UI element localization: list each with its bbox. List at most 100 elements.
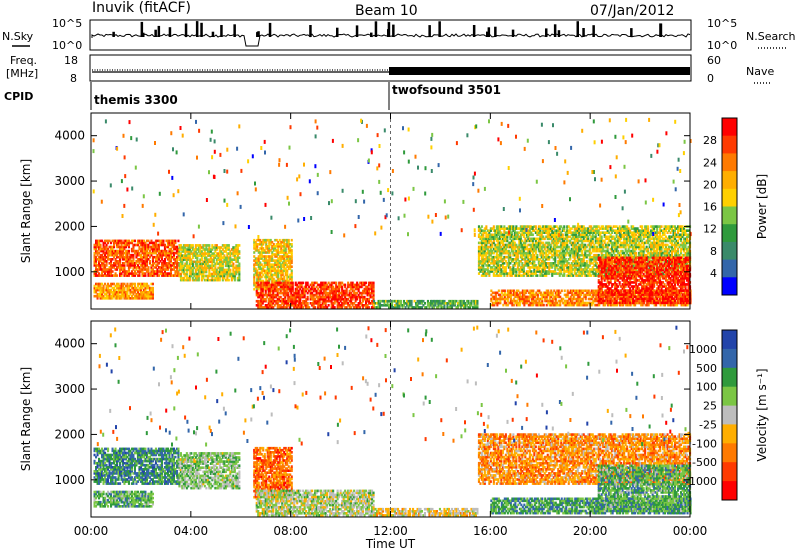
heatmap-cell: [129, 284, 132, 288]
heatmap-cell: [253, 275, 256, 279]
heatmap-cell: [151, 247, 154, 251]
heatmap-cell: [200, 250, 203, 253]
heatmap-cell: [206, 252, 209, 255]
heatmap-cell: [121, 247, 124, 251]
nave-tick-bottom: 0: [707, 72, 714, 85]
heatmap-cell: [96, 284, 99, 288]
heatmap-cell: [110, 247, 113, 251]
heatmap-cell: [133, 286, 136, 290]
heatmap-cell: [238, 276, 241, 280]
heatmap-cell: [262, 247, 265, 250]
heatmap-cell: [147, 270, 150, 273]
heatmap-cell: [184, 256, 187, 259]
heatmap-cell: [262, 269, 265, 273]
heatmap-cell: [132, 297, 135, 300]
heatmap-cell: [182, 278, 185, 282]
heatmap-cell: [224, 270, 227, 274]
heatmap-cell: [144, 255, 147, 259]
heatmap-cell: [229, 254, 232, 257]
heatmap-cell: [157, 255, 160, 259]
heatmap-cell: [193, 254, 196, 257]
heatmap-cell: [157, 266, 160, 269]
heatmap-cell: [99, 286, 102, 290]
heatmap-cell: [230, 274, 233, 278]
heatmap-cell: [194, 254, 197, 257]
heatmap-cell: [133, 284, 136, 288]
heatmap-cell: [197, 250, 200, 253]
heatmap-cell: [166, 251, 169, 255]
heatmap-cell: [197, 264, 200, 268]
nsky-tick-bottom: 10^0: [52, 39, 82, 52]
heatmap-cell: [99, 249, 102, 253]
heatmap-cell: [214, 272, 217, 276]
heatmap-cell: [227, 270, 230, 274]
heatmap-cell: [236, 250, 239, 253]
heatmap-cell: [108, 292, 111, 296]
heatmap-cell: [214, 264, 217, 268]
heatmap-cell: [185, 276, 188, 280]
heatmap-cell: [190, 250, 193, 253]
heatmap-cell: [254, 271, 257, 275]
heatmap-cell: [196, 268, 199, 272]
heatmap-cell: [160, 268, 163, 271]
heatmap-cell: [188, 268, 191, 272]
heatmap-cell: [154, 255, 157, 259]
heatmap-cell: [141, 290, 144, 294]
heatmap-cell: [139, 268, 142, 271]
heatmap-cell: [135, 294, 138, 298]
heatmap-cell: [199, 262, 202, 266]
nsky-line: [91, 33, 691, 47]
heatmap-cell: [123, 297, 126, 300]
heatmap-cell: [144, 282, 147, 286]
heatmap-cell: [138, 270, 141, 273]
heatmap-cell: [203, 250, 206, 253]
heatmap-cell: [151, 245, 154, 249]
heatmap-cell: [95, 288, 98, 292]
heatmap-cell: [262, 243, 265, 246]
heatmap-cell: [113, 253, 116, 257]
heatmap-cell: [169, 253, 172, 257]
heatmap-cell: [154, 266, 157, 269]
heatmap-cell: [236, 276, 239, 280]
heatmap-cell: [147, 274, 150, 277]
heatmap-cell: [130, 286, 133, 290]
heatmap-cell: [117, 260, 120, 263]
heatmap-cell: [168, 262, 171, 265]
heatmap-cell: [206, 244, 209, 247]
heatmap-cell: [129, 297, 132, 300]
heatmap-cell: [142, 243, 145, 247]
heatmap-cell: [218, 276, 221, 280]
heatmap-cell: [253, 277, 256, 281]
heatmap-cell: [165, 272, 168, 275]
heatmap-cell: [127, 294, 130, 298]
heatmap-cell: [126, 282, 129, 286]
heatmap-cell: [199, 252, 202, 255]
heatmap-cell: [124, 294, 127, 298]
heatmap-cell: [233, 266, 236, 270]
heatmap-cell: [96, 294, 99, 298]
heatmap-cell: [153, 255, 156, 259]
heatmap-cell: [181, 266, 184, 270]
nsky-spike: [233, 24, 236, 37]
heatmap-cell: [211, 254, 214, 257]
heatmap-cell: [157, 262, 160, 265]
heatmap-cell: [144, 268, 147, 271]
heatmap-cell: [190, 270, 193, 274]
heatmap-cell: [101, 292, 104, 296]
heatmap-cell: [229, 256, 232, 259]
heatmap-cell: [202, 254, 205, 257]
heatmap-cell: [157, 249, 160, 253]
heatmap-cell: [182, 258, 185, 261]
heatmap-cell: [208, 260, 211, 264]
heatmap-cell: [132, 249, 135, 253]
heatmap-cell: [208, 272, 211, 276]
heatmap-cell: [200, 258, 203, 261]
heatmap-cell: [141, 274, 144, 277]
heatmap-cell: [116, 255, 119, 259]
heatmap-cell: [209, 250, 212, 253]
heatmap-cell: [121, 245, 124, 249]
heatmap-cell: [256, 271, 259, 275]
heatmap-cell: [188, 246, 191, 249]
heatmap-cell: [123, 239, 126, 243]
heatmap-cell: [182, 264, 185, 268]
